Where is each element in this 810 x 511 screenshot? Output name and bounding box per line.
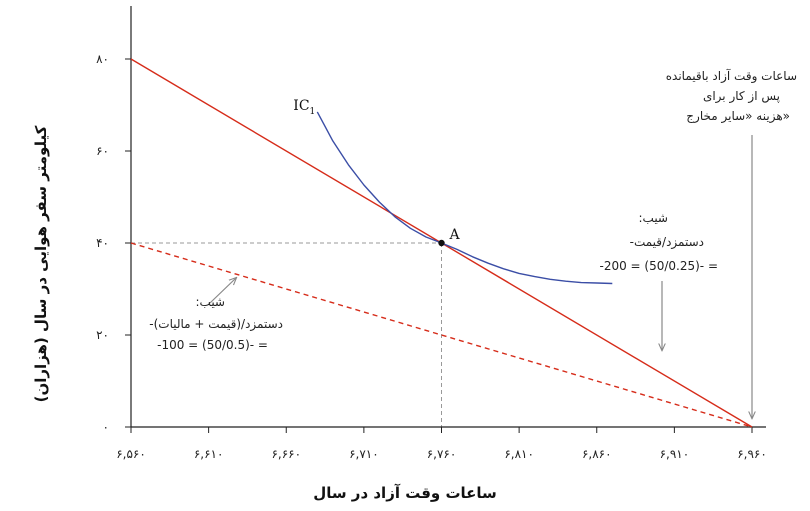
y-tick-label-1: ۲۰	[96, 328, 109, 342]
x-tick-label-2: ۶,۶۶۰	[271, 447, 301, 461]
annotation-remaining-leisure: ساعات وقت آزاد باقیمانده پس از کار برای …	[666, 68, 797, 418]
annotation-slope-dashed-line1: :شیب	[195, 295, 225, 309]
x-tick-label-7: ۶,۹۱۰	[660, 447, 690, 461]
annotation-slope-budget-line3: -200 = (50/0.25)- =	[599, 259, 718, 273]
arrow-slope-dashed	[209, 278, 236, 304]
y-tick-label-2: ۴۰	[96, 236, 109, 250]
guide-lines	[131, 242, 442, 427]
annotation-slope-budget: :شیب -دستمزد/قیمت -200 = (50/0.25)- =	[599, 211, 718, 350]
axes	[130, 6, 766, 428]
x-tick-label-3: ۶,۷۱۰	[349, 447, 379, 461]
annotation-remaining-leisure-line2: پس از کار برای	[703, 89, 780, 104]
y-tick-label-0: ۰	[103, 420, 109, 434]
x-tick-label-5: ۶,۸۱۰	[504, 447, 534, 461]
x-tick-label-4: ۶,۷۶۰	[427, 447, 457, 461]
annotation-slope-dashed-line3: -100 = (50/0.5)- =	[157, 338, 268, 352]
series-indifference-curve	[316, 111, 613, 285]
y-tick-label-4: ۸۰	[96, 52, 109, 66]
annotation-slope-budget-line2: -دستمزد/قیمت	[630, 235, 704, 250]
x-tick-label-8: ۶,۹۶۰	[737, 447, 767, 461]
y-ticks: ۰ ۲۰ ۴۰ ۶۰ ۸۰	[96, 52, 131, 434]
point-a-label: A	[449, 227, 461, 243]
y-tick-label-3: ۶۰	[96, 144, 109, 158]
point-a-marker	[438, 239, 445, 247]
x-tick-label-0: ۶,۵۶۰	[116, 447, 146, 461]
x-tick-label-6: ۶,۸۶۰	[582, 447, 612, 461]
annotation-remaining-leisure-line1: ساعات وقت آزاد باقیمانده	[666, 68, 797, 84]
x-ticks: ۶,۵۶۰ ۶,۶۱۰ ۶,۶۶۰ ۶,۷۱۰ ۶,۷۶۰ ۶,۸۱۰ ۶,۸۶۰ ۶,۹۱۰…	[116, 427, 767, 461]
annotation-slope-dashed: :شیب -دستمزد/(قیمت + مالیات) -100 = (50/…	[149, 278, 283, 352]
x-tick-label-1: ۶,۶۱۰	[194, 447, 224, 461]
annotation-remaining-leisure-line3: هزینه «سایر مخارج»	[686, 109, 790, 124]
annotation-slope-budget-line1: :شیب	[638, 211, 668, 225]
ic1-label: IC1	[293, 98, 315, 117]
y-axis-title: کیلومتر سفر هوایی در سال (هزاران)	[32, 125, 50, 402]
annotation-slope-dashed-line2: -دستمزد/(قیمت + مالیات)	[149, 317, 283, 332]
x-axis-title: ساعات وقت آزاد در سال	[313, 484, 497, 502]
